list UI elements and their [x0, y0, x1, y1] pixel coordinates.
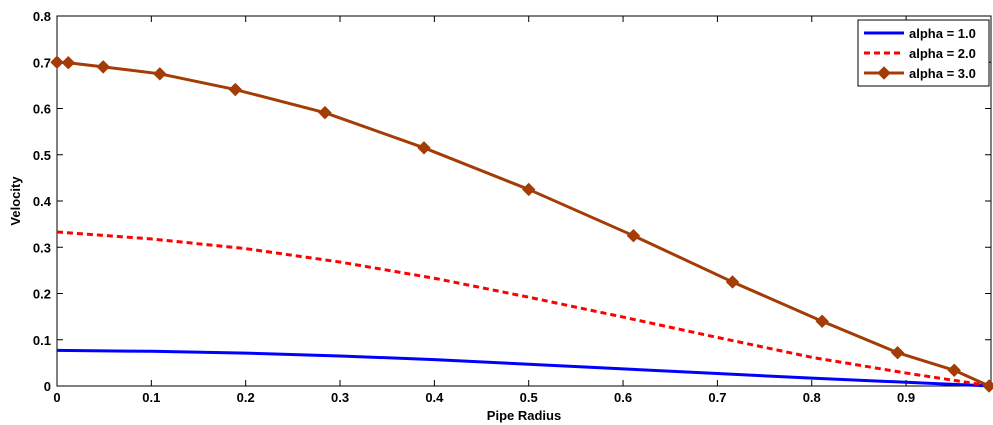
y-tick-label: 0 [44, 379, 51, 394]
x-axis: 0 0.1 0.2 0.3 0.4 0.5 0.6 0.7 0.8 0.9 [53, 16, 915, 405]
data-point [890, 345, 905, 360]
data-point [815, 314, 829, 328]
legend-item: alpha = 1.0 [864, 26, 976, 41]
x-tick-label: 0.3 [331, 390, 349, 405]
data-point [982, 379, 993, 393]
legend-item: alpha = 3.0 [864, 66, 976, 81]
y-tick-label: 0.3 [33, 240, 51, 255]
legend-marker [877, 66, 891, 80]
series-3 [50, 55, 993, 393]
y-tick-label: 0.4 [33, 194, 52, 209]
series-layer [50, 55, 993, 393]
y-tick-label: 0.5 [33, 148, 51, 163]
data-point [96, 60, 110, 74]
data-point [318, 105, 332, 120]
data-point [61, 56, 76, 70]
y-axis-title: Velocity [8, 176, 23, 226]
data-point [50, 55, 64, 69]
legend-label: alpha = 2.0 [909, 46, 976, 61]
y-tick-label: 0.8 [33, 9, 51, 24]
plot-area [56, 15, 992, 387]
y-tick-label: 0.2 [33, 287, 51, 302]
data-point [417, 141, 431, 155]
series-line [56, 60, 990, 388]
x-tick-label: 0.7 [708, 390, 726, 405]
data-point [626, 228, 641, 243]
y-tick-label: 0.1 [33, 333, 51, 348]
legend-label: alpha = 3.0 [909, 66, 976, 81]
y-axis: 0 0.1 0.2 0.3 0.4 0.5 0.6 0.7 0.8 [33, 9, 991, 394]
data-point [725, 275, 740, 289]
x-tick-label: 0.5 [520, 390, 538, 405]
data-point [947, 363, 961, 377]
data-point [228, 82, 243, 97]
data-point [153, 67, 167, 81]
y-tick-label: 0.6 [33, 102, 51, 117]
x-tick-label: 0 [53, 390, 60, 405]
x-tick-label: 0.4 [425, 390, 444, 405]
x-tick-label: 0.1 [142, 390, 160, 405]
x-tick-label: 0.6 [614, 390, 632, 405]
y-tick-label: 0.7 [33, 55, 51, 70]
x-tick-label: 0.8 [803, 390, 821, 405]
x-axis-title: Pipe Radius [487, 408, 561, 423]
x-tick-label: 0.2 [237, 390, 255, 405]
series-line [56, 348, 992, 388]
legend-label: alpha = 1.0 [909, 26, 976, 41]
legend-item: alpha = 2.0 [864, 46, 976, 61]
series-1 [56, 348, 992, 388]
legend: alpha = 1.0 alpha = 2.0 alpha = 3.0 [857, 19, 990, 87]
data-point [522, 182, 536, 197]
x-tick-label: 0.9 [897, 390, 915, 405]
